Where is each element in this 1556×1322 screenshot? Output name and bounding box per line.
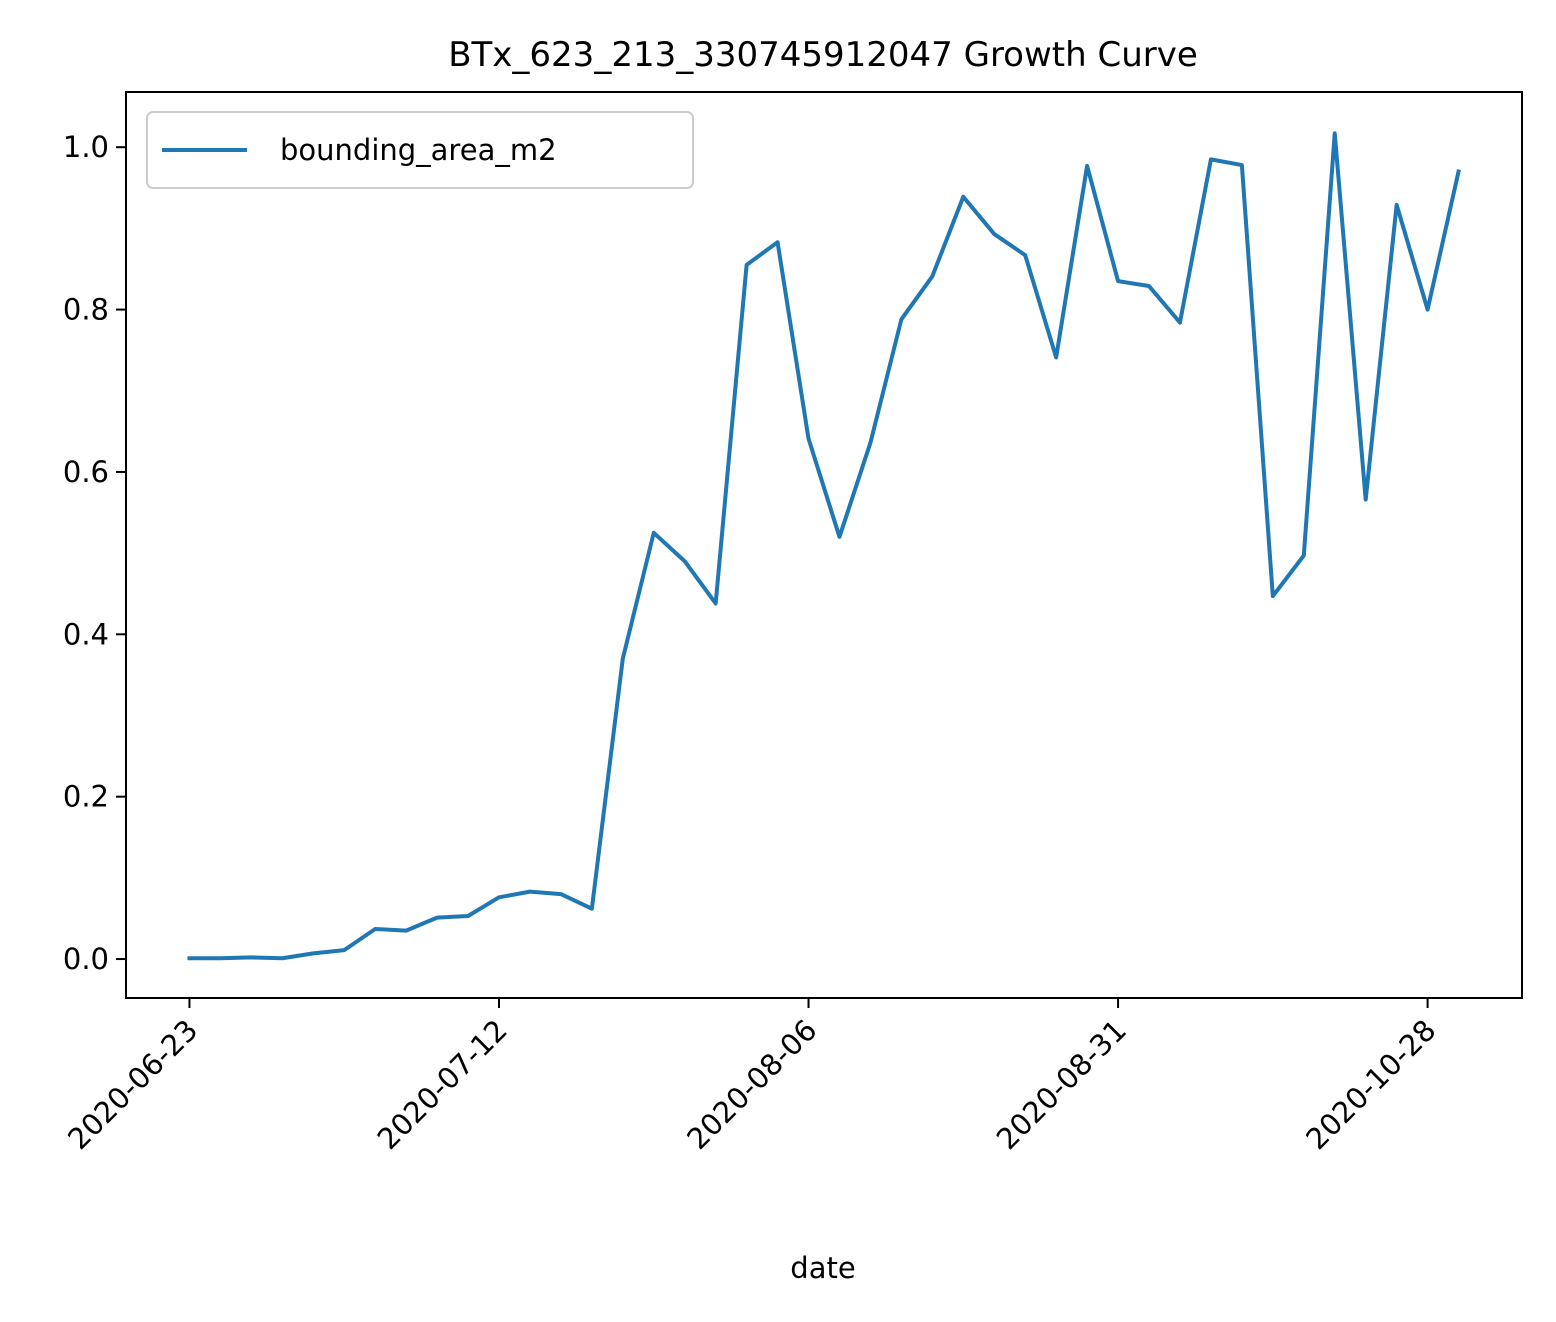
y-tick-label: 0.0 bbox=[63, 942, 109, 976]
x-axis-label: date bbox=[790, 1251, 855, 1285]
series-line-bounding_area_m2 bbox=[187, 131, 1461, 961]
y-tick-label: 0.8 bbox=[63, 293, 109, 327]
y-tick-label: 1.0 bbox=[63, 130, 109, 164]
plot-area bbox=[187, 131, 1461, 961]
legend-label: bounding_area_m2 bbox=[280, 133, 557, 167]
chart-title: BTx_623_213_330745912047 Growth Curve bbox=[448, 35, 1198, 75]
y-tick-label: 0.6 bbox=[63, 455, 109, 489]
legend-box bbox=[146, 111, 694, 189]
y-tick-label: 0.4 bbox=[63, 617, 109, 651]
axes-frame bbox=[125, 91, 1523, 999]
legend: bounding_area_m2 bbox=[146, 111, 694, 189]
y-tick-label: 0.2 bbox=[63, 780, 109, 814]
